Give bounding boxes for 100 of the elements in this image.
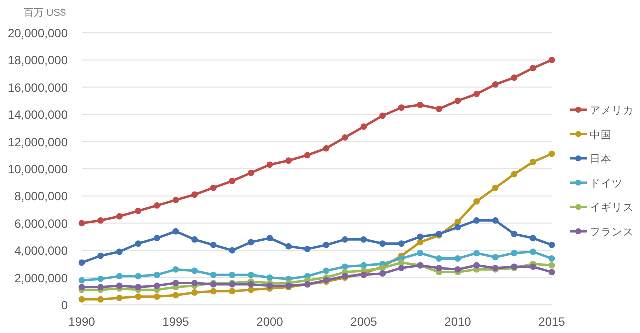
point xyxy=(154,202,160,209)
point xyxy=(417,239,424,246)
y-tick-label: 12,000,000 xyxy=(8,135,68,150)
point xyxy=(248,272,254,278)
point xyxy=(78,220,86,227)
point xyxy=(135,294,142,300)
point xyxy=(511,250,518,257)
point xyxy=(210,272,217,278)
point xyxy=(248,239,254,246)
y-tick-label: 16,000,000 xyxy=(8,80,68,95)
point xyxy=(417,102,424,108)
point xyxy=(511,171,518,178)
point xyxy=(342,264,348,270)
point xyxy=(154,272,160,278)
point xyxy=(380,240,386,247)
y-tick-label: 14,000,000 xyxy=(8,108,68,122)
point xyxy=(98,284,104,291)
point xyxy=(154,282,160,290)
point xyxy=(229,288,236,295)
x-tick-label: 1995 xyxy=(162,315,190,329)
y-tick-label: 10,000,000 xyxy=(8,162,68,176)
point xyxy=(286,158,292,164)
point xyxy=(342,134,348,141)
point xyxy=(492,184,499,192)
point xyxy=(530,65,536,72)
point xyxy=(192,290,198,296)
point xyxy=(360,262,368,269)
point xyxy=(78,284,86,291)
point xyxy=(192,236,198,243)
point xyxy=(492,254,499,261)
point xyxy=(192,192,198,198)
y-tick-label: 2,000,000 xyxy=(14,271,68,286)
point xyxy=(417,250,424,257)
point xyxy=(380,270,386,277)
point xyxy=(192,268,198,274)
point xyxy=(398,265,405,272)
point xyxy=(116,213,123,220)
point xyxy=(511,231,518,238)
legend-label: 中国 xyxy=(590,128,612,142)
point xyxy=(530,264,536,270)
point xyxy=(454,256,462,262)
point xyxy=(548,150,556,158)
point xyxy=(266,235,274,242)
point xyxy=(98,296,104,303)
point xyxy=(548,57,556,64)
point xyxy=(492,81,499,88)
legend-label: アメリカ xyxy=(590,105,634,117)
point xyxy=(454,266,462,273)
legend-label: ドイツ xyxy=(590,178,623,190)
point xyxy=(172,292,180,299)
point xyxy=(436,106,442,112)
point xyxy=(98,252,104,260)
point xyxy=(78,277,86,284)
point xyxy=(266,274,274,281)
point xyxy=(360,124,368,130)
point xyxy=(210,242,217,248)
point xyxy=(548,262,556,269)
point xyxy=(98,276,104,282)
point xyxy=(360,236,368,243)
point xyxy=(398,104,405,111)
point xyxy=(474,217,480,224)
point xyxy=(116,295,123,302)
point xyxy=(229,247,236,254)
y-tick-label: 0 xyxy=(61,298,68,312)
point xyxy=(304,152,311,159)
y-axis-title: 百万 US$ xyxy=(24,8,66,19)
point xyxy=(454,218,462,226)
point xyxy=(78,296,86,303)
point xyxy=(210,184,217,192)
point xyxy=(116,248,123,256)
point xyxy=(436,256,442,262)
point xyxy=(248,170,254,176)
point xyxy=(210,288,217,295)
point xyxy=(172,228,180,235)
point xyxy=(474,250,480,257)
point xyxy=(248,281,254,288)
x-tick-label: 2010 xyxy=(444,315,472,329)
point xyxy=(116,273,123,280)
point xyxy=(172,280,180,286)
legend-label: フランス xyxy=(590,226,634,238)
point xyxy=(78,260,86,266)
x-tick-label: 2000 xyxy=(256,315,284,329)
point xyxy=(172,266,180,273)
point xyxy=(154,235,160,242)
x-tick-label: 1990 xyxy=(68,315,96,329)
point xyxy=(323,145,330,152)
legend-label: 日本 xyxy=(590,152,612,166)
point xyxy=(342,236,348,243)
y-tick-label: 8,000,000 xyxy=(14,190,68,204)
point xyxy=(530,235,536,242)
point xyxy=(286,243,292,250)
point xyxy=(135,240,142,247)
y-tick-label: 6,000,000 xyxy=(14,216,68,231)
point xyxy=(511,74,518,82)
y-tick-label: 20,000,000 xyxy=(8,26,68,40)
point xyxy=(266,162,274,168)
point xyxy=(436,265,442,272)
point xyxy=(454,224,462,231)
point xyxy=(530,159,536,166)
x-tick-label: 2005 xyxy=(350,315,378,329)
